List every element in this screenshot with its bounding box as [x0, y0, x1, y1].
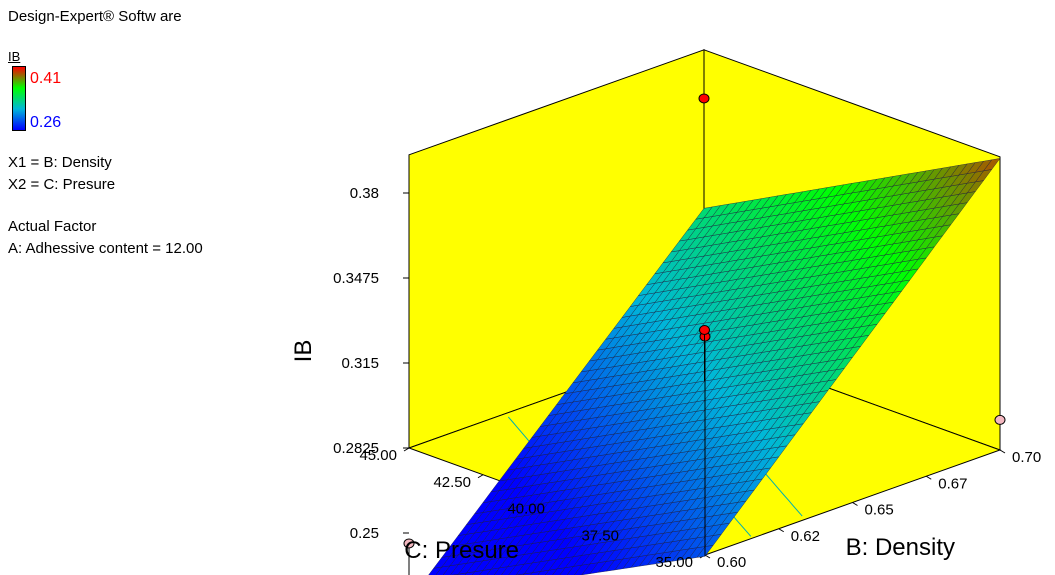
y-tick-label-3: 42.50 [433, 474, 471, 491]
design-point-2 [699, 325, 710, 335]
legend-title: IB [8, 49, 21, 64]
x-tick-4 [999, 449, 1006, 454]
y-axis-label: C: Presure [404, 537, 519, 564]
x-tick-label-3: 0.67 [938, 475, 967, 492]
x-axis-label: B: Density [846, 534, 955, 561]
design-point-5 [994, 414, 1006, 425]
factor-x2: X2 = C: Presure [8, 176, 116, 193]
y-tick-label-2: 40.00 [507, 501, 545, 518]
actual-factor-title: Actual Factor [8, 218, 97, 235]
z-axis-label: IB [290, 340, 317, 363]
y-tick-label-0: 35.00 [655, 554, 693, 571]
z-tick-label-3: 0.3475 [333, 270, 379, 287]
z-tick-label-0: 0.25 [350, 525, 379, 542]
x-tick-label-0: 0.60 [717, 554, 746, 571]
x-tick-3 [925, 475, 932, 480]
legend-max-value: 0.41 [30, 70, 62, 87]
z-tick-label-2: 0.315 [341, 355, 379, 372]
tick-labels: 0.60 0.62 0.65 0.67 0.70 B: Density 35.00 37.50… [290, 185, 1041, 571]
x-tick-label-1: 0.62 [791, 528, 820, 545]
response-surface [428, 158, 1001, 575]
software-title: Design-Expert® Softw are [8, 8, 182, 25]
y-tick-label-1: 37.50 [581, 527, 619, 544]
x-tick-label-2: 0.65 [865, 502, 894, 519]
plot-axes [403, 192, 1006, 559]
y-tick-label-4: 45.00 [359, 447, 397, 464]
design-points-above [698, 93, 711, 557]
z-tick-label-4: 0.38 [350, 185, 379, 202]
z-tick-label-1: 0.2825 [333, 440, 379, 457]
y-tick-3 [477, 474, 484, 479]
legend-color-bar [12, 66, 26, 131]
legend-min-value: 0.26 [30, 114, 62, 131]
actual-factor-value: A: Adhessive content = 12.00 [8, 240, 203, 257]
x-tick-1 [778, 528, 785, 533]
x-tick-2 [852, 502, 858, 506]
design-point-4 [403, 538, 415, 549]
x-tick-label-4: 0.70 [1012, 449, 1041, 466]
design-point-1 [698, 93, 710, 104]
factor-x1: X1 = B: Density [8, 154, 112, 171]
